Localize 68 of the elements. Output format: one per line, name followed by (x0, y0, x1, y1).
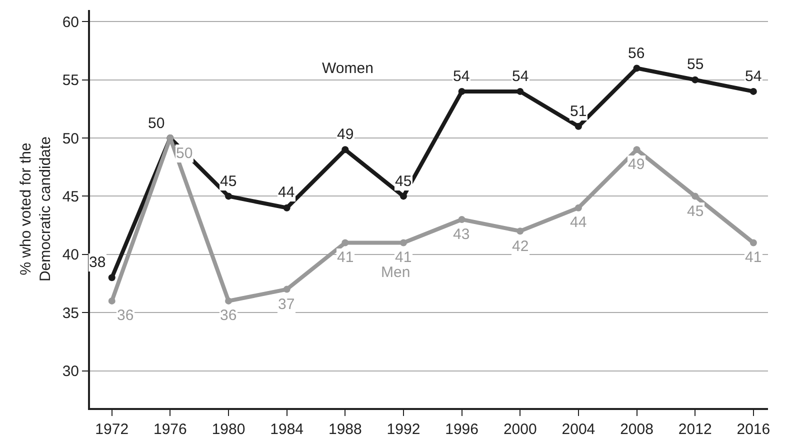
data-label: 36 (220, 307, 237, 324)
point (225, 297, 232, 304)
x-tick-label: 2004 (562, 421, 596, 438)
x-tick-label: 2016 (736, 421, 770, 438)
data-label: 50 (148, 115, 165, 132)
y-tick-label: 40 (62, 246, 79, 264)
data-label: 38 (89, 254, 106, 271)
x-tick-label: 2000 (503, 421, 537, 438)
data-label: 50 (176, 145, 193, 162)
data-label: 54 (512, 68, 529, 85)
x-tick-label: 1984 (270, 421, 304, 438)
data-label: 43 (453, 226, 470, 243)
data-label: 56 (628, 45, 645, 62)
point (750, 88, 757, 95)
point (458, 216, 466, 223)
data-label: 36 (117, 307, 134, 324)
text: Women (322, 60, 374, 77)
point (108, 297, 116, 304)
data-label: 49 (628, 156, 645, 173)
data-label: 44 (278, 184, 295, 201)
x-tick-label: 1976 (154, 421, 187, 438)
data-label: 44 (570, 214, 587, 231)
point (400, 192, 407, 200)
point (342, 146, 349, 154)
point (692, 192, 699, 200)
point (516, 88, 524, 95)
data-label: 45 (395, 173, 412, 190)
data-label: 45 (220, 173, 237, 190)
y-tick-label: 50 (62, 130, 79, 148)
point (574, 204, 582, 212)
x-tick-label: 1988 (328, 421, 362, 438)
x-tick-label: 1992 (386, 421, 420, 438)
data-label: 41 (745, 249, 762, 266)
data-label: 42 (512, 238, 529, 255)
data-label: 54 (745, 68, 762, 85)
x-tick-label: 2008 (620, 421, 654, 438)
data-label: 37 (278, 296, 295, 313)
data-label: 51 (570, 103, 587, 120)
y-tick-label: 60 (62, 14, 79, 31)
point (108, 274, 116, 282)
y-tick-label: 35 (62, 304, 79, 322)
point (225, 192, 232, 200)
data-label: 45 (687, 203, 704, 220)
point (633, 146, 640, 154)
y-tick-label: 30 (62, 363, 79, 380)
point (692, 76, 699, 84)
point (283, 204, 290, 212)
x-tick-label: 1980 (212, 421, 246, 438)
data-label: 41 (395, 249, 412, 266)
point (574, 122, 582, 130)
data-label: 49 (337, 126, 354, 143)
point (750, 239, 757, 246)
point (342, 239, 349, 246)
point (400, 239, 407, 246)
x-tick-label: 1972 (95, 421, 129, 438)
y-tick-label: 45 (62, 188, 79, 206)
x-tick-label: 2012 (678, 421, 712, 438)
point (633, 64, 640, 72)
series-label: Men (381, 264, 410, 281)
point (458, 88, 466, 95)
data-label: 55 (687, 56, 704, 73)
point (516, 228, 524, 235)
data-label: 41 (337, 249, 354, 266)
y-axis-title: % who voted for the Democratic candidate (18, 136, 54, 282)
x-tick-label: 1996 (445, 421, 478, 438)
data-label: 54 (453, 68, 470, 85)
point (283, 286, 290, 293)
y-tick-label: 55 (62, 72, 79, 90)
